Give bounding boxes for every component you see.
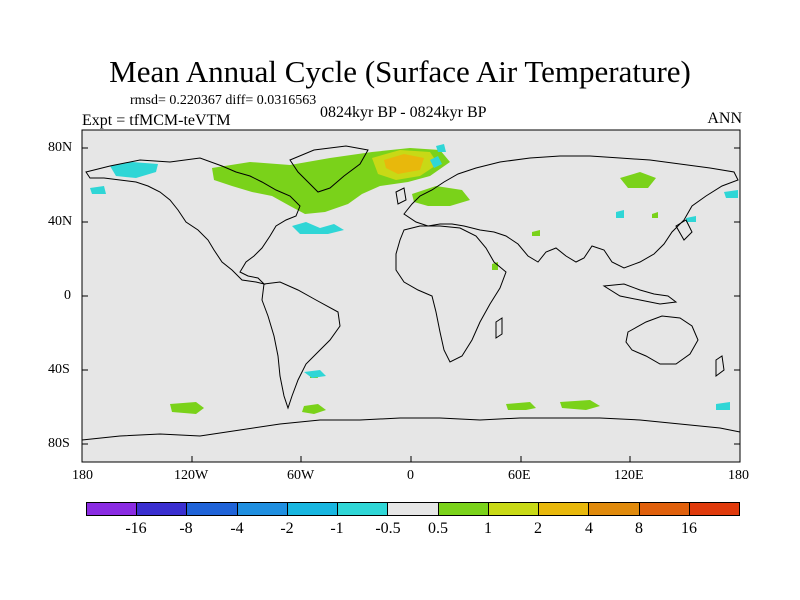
stats-line: rmsd= 0.220367 diff= 0.0316563 (130, 93, 317, 108)
anomaly-green-region (620, 172, 656, 188)
colorbar-swatch (488, 503, 540, 515)
colorbar-label: 1 (484, 520, 492, 537)
coastlines (81, 145, 741, 441)
colorbar-swatch (689, 503, 740, 515)
plot-title: Mean Annual Cycle (Surface Air Temperatu… (109, 54, 691, 89)
anomaly-green-region (652, 212, 658, 218)
anomaly-cyan-region (110, 162, 158, 178)
lat-label-40n: 40N (48, 214, 73, 229)
colorbar-label: -2 (280, 520, 294, 537)
coastline-antarctica (81, 417, 741, 441)
anomaly-cyan-region (716, 402, 730, 410)
anomaly-cyan-region (616, 210, 624, 218)
colorbar-swatch (388, 503, 439, 515)
axis-ticks (82, 147, 740, 462)
anomaly-green-region (412, 186, 470, 206)
lon-label-180-right: 180 (728, 468, 749, 483)
coastline-australia (625, 315, 699, 365)
lat-label-0: 0 (64, 288, 71, 303)
anomaly-green-region (560, 400, 600, 410)
anomaly-cyan-region (686, 216, 696, 222)
anomaly-green-region (238, 166, 278, 186)
anomaly-green-region (302, 404, 326, 414)
anomaly-orange-region (384, 154, 424, 174)
coastline-uk (395, 187, 407, 205)
anomaly-green-region (506, 402, 536, 410)
anomaly-green-region (170, 402, 204, 414)
coastline-madagascar (495, 317, 503, 339)
colorbar-label: -4 (230, 520, 244, 537)
colorbar-swatch (237, 503, 288, 515)
coastline-greenland (289, 145, 369, 193)
lon-label-60e: 60E (508, 468, 531, 483)
lon-label-120w: 120W (174, 468, 209, 483)
experiment-label: Expt = tfMCM-teVTM (82, 112, 231, 129)
colorbar-swatch (639, 503, 690, 515)
colorbar-swatch (287, 503, 339, 515)
colorbar-swatch (539, 503, 590, 515)
lon-label-60w: 60W (287, 468, 315, 483)
coastline-japan (675, 219, 693, 241)
lon-label-120e: 120E (614, 468, 644, 483)
anomaly-green-region (532, 230, 540, 236)
season-label: ANN (707, 110, 742, 127)
colorbar-label: -8 (179, 520, 193, 537)
colorbar-label: 8 (635, 520, 643, 537)
anomaly-cyan-region (724, 190, 738, 198)
anomaly-cyan-region (436, 144, 446, 152)
colorbar-label: -0.5 (375, 520, 401, 537)
colorbar-label: -16 (125, 520, 147, 537)
colorbar-swatch (137, 503, 188, 515)
colorbar-label: 4 (585, 520, 593, 537)
coastline-indonesia (602, 283, 678, 305)
lon-label-0: 0 (407, 468, 414, 483)
colorbar-swatch (589, 503, 640, 515)
colorbar-swatch (438, 503, 489, 515)
anomaly-fill-layer (90, 144, 738, 414)
lat-label-80n: 80N (48, 140, 73, 155)
coastline-africa (395, 225, 507, 363)
coastline-north-america (85, 157, 301, 285)
lat-label-40s: 40S (48, 362, 70, 377)
colorbar-label: 2 (534, 520, 542, 537)
anomaly-cyan-region (292, 222, 344, 234)
lon-label-180-left: 180 (72, 468, 93, 483)
anomaly-cyan-region (304, 370, 326, 378)
coastline-south-america (261, 281, 341, 410)
anomaly-cyan-region (90, 186, 106, 194)
colorbar-swatch (87, 503, 138, 515)
colorbar-swatch (338, 503, 389, 515)
coastline-new-zealand (715, 355, 725, 377)
lat-label-80s: 80S (48, 436, 70, 451)
period-label: 0824kyr BP - 0824kyr BP (320, 104, 487, 121)
colorbar-swatch (187, 503, 238, 515)
colorbar-label: -1 (330, 520, 344, 537)
colorbar-label: 16 (681, 520, 697, 537)
coastline-eurasia (403, 155, 739, 269)
colorbar-label: 0.5 (428, 520, 448, 537)
anomaly-cyan-region (430, 156, 442, 168)
colorbar (86, 502, 740, 516)
